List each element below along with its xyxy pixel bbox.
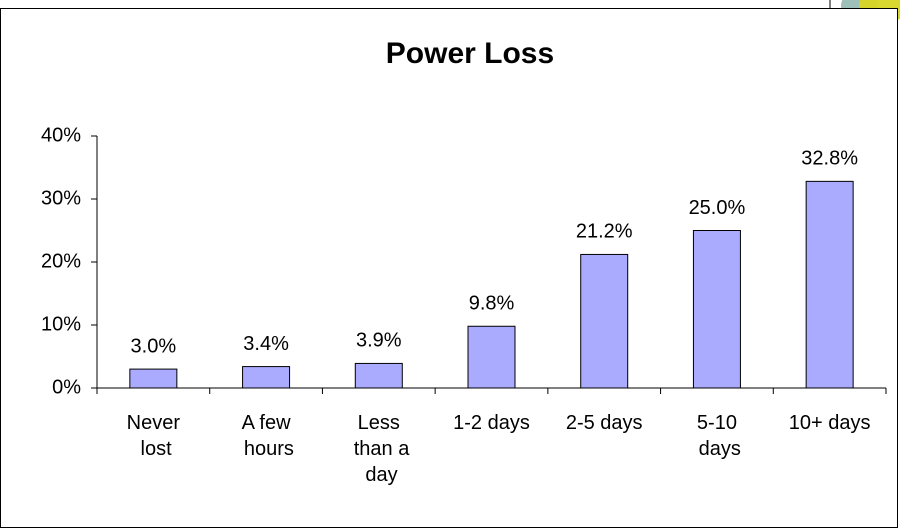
chart-title: Power Loss bbox=[386, 37, 554, 70]
x-tick-label-line: lost bbox=[135, 438, 172, 460]
data-label: 32.8% bbox=[801, 148, 858, 170]
x-tick-label: Never lost bbox=[127, 412, 181, 460]
y-tick-label: 0% bbox=[52, 376, 81, 398]
bar bbox=[129, 368, 178, 389]
bar bbox=[242, 366, 291, 389]
x-tick-label-line: Less bbox=[358, 412, 400, 434]
data-label: 25.0% bbox=[689, 197, 746, 219]
data-label: 3.9% bbox=[356, 330, 402, 352]
bar bbox=[692, 230, 741, 389]
x-tick-label-line: 10+ days bbox=[789, 412, 871, 434]
chart-frame bbox=[0, 8, 898, 528]
y-tick-label: 40% bbox=[41, 124, 81, 146]
bar bbox=[580, 253, 629, 389]
x-tick-label-line: day bbox=[360, 464, 398, 486]
x-tick-label: Less than a day bbox=[348, 412, 410, 486]
x-tick-label-line: 5-10 bbox=[697, 412, 737, 434]
y-tick-label: 10% bbox=[41, 313, 81, 335]
data-label: 21.2% bbox=[576, 221, 633, 243]
x-tick-label-line: hours bbox=[238, 438, 294, 460]
data-label: 9.8% bbox=[469, 293, 515, 315]
bar bbox=[354, 362, 403, 389]
x-tick-label: 1-2 days bbox=[453, 412, 530, 434]
x-tick-label: 10+ days bbox=[789, 412, 871, 434]
x-tick-label-line: Never bbox=[127, 412, 181, 434]
data-label: 3.4% bbox=[243, 333, 289, 355]
x-tick-label-line: than a bbox=[348, 438, 410, 460]
x-tick-label: 2-5 days bbox=[566, 412, 643, 434]
bar bbox=[805, 180, 854, 389]
x-tick-label-line: days bbox=[693, 438, 741, 460]
x-tick-label: A few hours bbox=[238, 412, 294, 460]
bar bbox=[467, 325, 516, 389]
y-tick-label: 30% bbox=[41, 187, 81, 209]
x-tick-label-line: 2-5 days bbox=[566, 412, 643, 434]
x-tick-label-line: 1-2 days bbox=[453, 412, 530, 434]
data-label: 3.0% bbox=[131, 335, 177, 357]
x-tick-label: 5-10 days bbox=[693, 412, 741, 460]
x-tick-label-line: A few bbox=[242, 412, 291, 434]
y-tick-label: 20% bbox=[41, 250, 81, 272]
